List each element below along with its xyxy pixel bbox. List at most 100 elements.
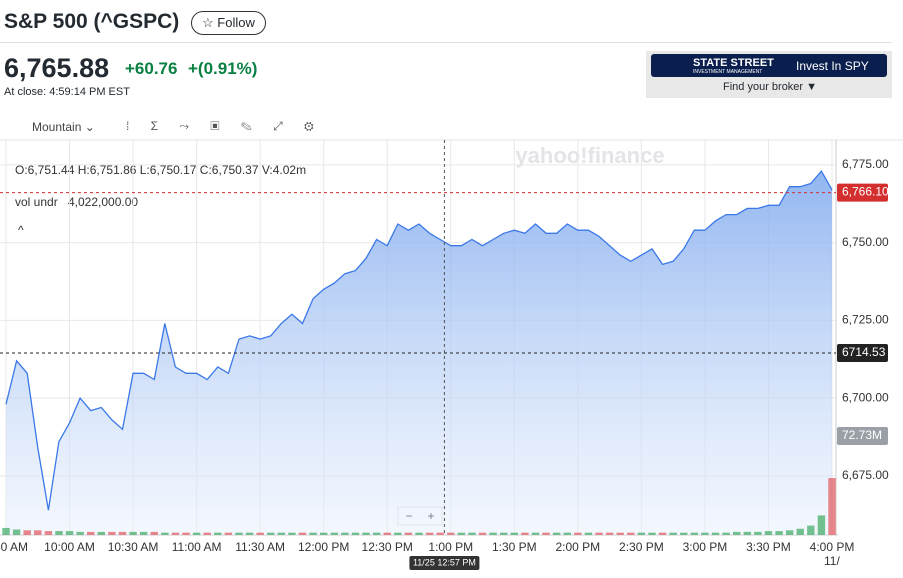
volume-bar <box>288 532 296 535</box>
volume-bar <box>12 529 21 535</box>
volume-bar <box>468 532 476 535</box>
volume-bar <box>97 531 106 535</box>
volume-bar <box>245 532 254 535</box>
volume-bar <box>436 532 444 535</box>
volume-bar <box>44 531 53 535</box>
price: 6,765.88 <box>4 53 110 83</box>
volume-bar <box>256 532 264 535</box>
volume-bar <box>807 525 815 535</box>
volume-bar <box>161 532 169 535</box>
volume-tag-bg <box>837 427 888 445</box>
volume-bar <box>23 530 31 535</box>
volume-bar <box>500 532 508 535</box>
volume-bar <box>563 532 571 535</box>
x-tick-label: 1:00 PM <box>428 540 473 554</box>
volume-bar <box>118 531 127 535</box>
volume-bar <box>828 478 836 535</box>
volume-bar <box>764 531 773 535</box>
ohlc: O:6,751.44 H:6,751.86 L:6,750.17 C:6,750… <box>15 163 306 177</box>
cursor-tag-bg <box>409 556 480 570</box>
close-time: At close: 4:59:14 PM EST <box>4 86 130 98</box>
volume-bar <box>775 531 783 535</box>
ad-brand-sub: INVESTMENT MANAGEMENT <box>693 69 763 75</box>
volume-bar <box>214 532 222 535</box>
volume-bar <box>330 532 338 535</box>
collapse[interactable]: ^ <box>18 223 24 237</box>
price-tag: 6,766.10 <box>842 185 889 199</box>
volume-bar <box>711 532 720 535</box>
volume-bar <box>415 532 423 535</box>
volume-bar <box>351 532 360 535</box>
volume-bar <box>394 532 402 535</box>
volume-bar <box>669 532 677 535</box>
chart-type: Mountain <box>32 120 82 134</box>
volume-bar <box>510 532 519 535</box>
volume-bar <box>129 531 137 535</box>
volume-bar <box>224 532 233 535</box>
x-tick-label: 1:30 PM <box>492 540 537 554</box>
volume-tag: 72.73M <box>842 428 882 442</box>
vol-value: 4,022,000.00 <box>68 195 138 209</box>
ad-link-text: Find your broker <box>723 81 804 93</box>
volume-bar <box>235 532 243 535</box>
volume-bar <box>637 532 646 535</box>
ad-cta: Invest In SPY <box>796 59 869 73</box>
volume-bar <box>192 532 201 535</box>
volume-bar <box>87 531 95 535</box>
volume-bar <box>616 532 624 535</box>
y-tick-label: 6,675.00 <box>842 468 889 482</box>
volume-bar <box>372 532 381 535</box>
volume-bar <box>2 527 10 535</box>
volume-bar <box>732 531 741 535</box>
x-tick-label: 11:30 AM <box>235 540 285 554</box>
ad-banner: STATE STREET INVESTMENT MANAGEMENT Inves… <box>651 54 887 77</box>
ad-brand: STATE STREET <box>693 57 774 69</box>
x-tick-label: 2:00 PM <box>555 540 600 554</box>
price-tag: 6714.53 <box>842 345 886 359</box>
volume-bar <box>648 532 656 535</box>
volume-bar <box>785 530 794 535</box>
volume-bar <box>341 532 349 535</box>
vol-name: vol undr <box>15 195 58 209</box>
x-tick-label: 3:30 PM <box>746 540 791 554</box>
chart-type-button[interactable]: Mountain ⌄ <box>32 120 95 134</box>
change-pct: +(0.91%) <box>188 59 258 78</box>
volume-bar <box>627 532 635 535</box>
ad[interactable]: STATE STREET INVESTMENT MANAGEMENT Inves… <box>646 51 892 98</box>
x-tick-label: 10:00 AM <box>44 540 95 554</box>
volume-bar <box>796 528 804 535</box>
volume-bar <box>404 532 413 535</box>
volume-bar <box>680 532 688 535</box>
area <box>6 171 832 535</box>
x-tick-label: 9:30 AM <box>0 540 28 554</box>
y-tick-label: 6,775.00 <box>842 157 889 171</box>
volume-bar <box>658 532 667 535</box>
x-tick-label: 12:00 PM <box>298 540 349 554</box>
volume-bar <box>584 532 593 535</box>
volume-bar <box>362 532 370 535</box>
cursor-tag: 11/25 12:57 PM <box>413 557 476 567</box>
volume-bar <box>817 515 826 535</box>
volume-bar <box>447 532 455 535</box>
y-tick-label: 6,750.00 <box>842 235 889 249</box>
x-tick-label: 4:00 PM <box>810 540 855 554</box>
volume-bar <box>171 532 180 535</box>
volume-bar <box>182 532 190 535</box>
next-day-label: 11/ <box>824 554 840 568</box>
volume-bar <box>521 532 529 535</box>
price-tag-bg <box>837 183 888 202</box>
volume-bar <box>457 532 466 535</box>
price-tag-bg <box>837 343 888 362</box>
x-tick-label: 12:30 PM <box>362 540 413 554</box>
volume-bar <box>383 532 391 535</box>
volume-bar <box>139 531 148 535</box>
follow-button[interactable]: ☆ Follow <box>191 11 266 35</box>
title: S&P 500 (^GSPC) <box>4 10 180 33</box>
toolbar-icons: ⁞ Σ ⤳ ▣ ✎ ⤢ ⚙ <box>126 119 314 133</box>
volume-bar <box>309 532 317 535</box>
volume-bar <box>542 532 550 535</box>
volume-bar <box>319 532 328 535</box>
volume-bar <box>605 532 614 535</box>
